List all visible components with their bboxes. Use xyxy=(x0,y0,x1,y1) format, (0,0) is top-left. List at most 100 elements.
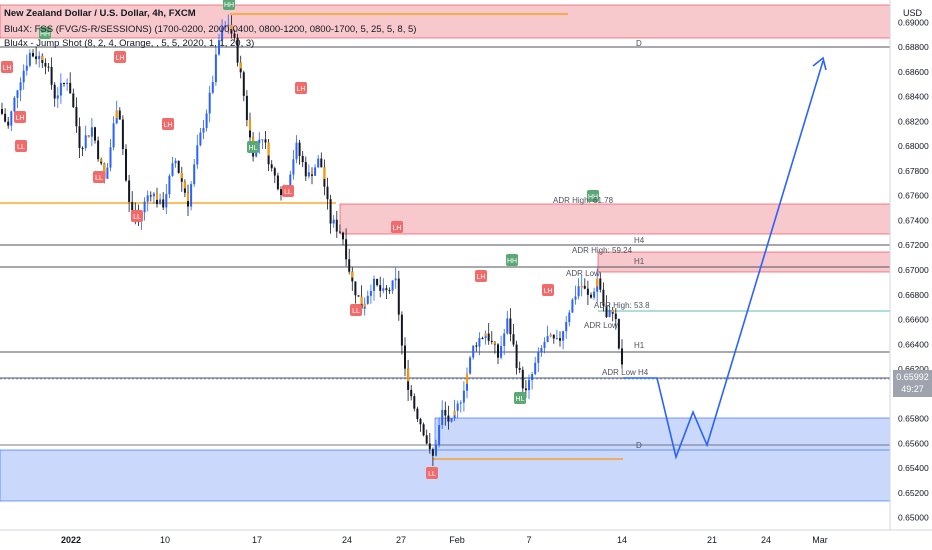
candle-body xyxy=(224,25,227,28)
candle-body xyxy=(4,113,7,122)
candle-accent xyxy=(100,159,103,162)
candle-accent xyxy=(115,110,118,119)
indicator-fss: Blu4X: FSS (FVG/S-R/SESSIONS) (1700-0200… xyxy=(4,24,417,35)
y-tick-label: 0.65200 xyxy=(898,488,929,498)
candle-body xyxy=(202,128,205,133)
candle-accent xyxy=(239,62,242,69)
candle-body xyxy=(559,338,561,341)
candle-body xyxy=(376,278,379,286)
y-tick-label: 0.66200 xyxy=(898,364,929,374)
swing-label-hh xyxy=(223,0,235,10)
candle-body xyxy=(369,290,372,296)
candle-body xyxy=(50,66,53,85)
currency-label: USD xyxy=(903,8,923,18)
candle-body xyxy=(335,219,338,232)
candle-body xyxy=(63,82,65,84)
candle-body xyxy=(348,259,351,272)
candle-body xyxy=(78,126,81,148)
candle-accent xyxy=(611,309,614,313)
swing-label-lh xyxy=(475,270,487,282)
candle-body xyxy=(586,288,589,295)
candle-accent xyxy=(180,173,183,179)
candle-body xyxy=(264,139,267,143)
candle-body xyxy=(211,82,214,93)
candle-body xyxy=(261,139,264,141)
swing-label-text: LH xyxy=(164,122,173,129)
x-tick-label: 10 xyxy=(160,535,170,545)
swing-label-text: LL xyxy=(133,214,141,221)
candle-accent xyxy=(453,410,456,416)
supply-zone-mid xyxy=(339,203,891,235)
candle-body xyxy=(478,338,481,347)
candle-body xyxy=(354,281,357,296)
y-tick-label: 0.67000 xyxy=(898,265,929,275)
candle-body xyxy=(515,344,518,368)
level-text: H4 xyxy=(634,236,645,245)
candle-body xyxy=(47,66,50,68)
candle-body xyxy=(419,418,422,425)
candle-accent xyxy=(323,167,326,179)
candle-body xyxy=(295,142,298,160)
candle-body xyxy=(69,82,72,94)
x-tick-label: 24 xyxy=(761,535,771,545)
candle-body xyxy=(342,232,344,240)
candle-accent xyxy=(407,368,410,382)
candle-body xyxy=(459,402,462,404)
candle-body xyxy=(602,289,605,306)
swing-labels: LH LL HH LH LL LH LL LH HH HL LH LL LH LL LH HH LH HL HH LL xyxy=(1,0,599,479)
candle-accent xyxy=(267,142,270,156)
swing-label-text: LH xyxy=(393,225,402,232)
x-tick-label: 21 xyxy=(707,535,717,545)
candle-body xyxy=(338,231,341,233)
candle-body xyxy=(22,70,25,83)
zones xyxy=(0,4,891,502)
candle-accent xyxy=(41,55,44,61)
candle-body xyxy=(614,313,617,320)
swing-label-ll xyxy=(131,210,143,222)
swing-label-text: HH xyxy=(507,258,517,265)
swing-label-ll xyxy=(426,467,438,479)
candle-body xyxy=(174,160,177,164)
level-text: H1 xyxy=(634,257,645,266)
y-tick-label: 0.66400 xyxy=(898,339,929,349)
swing-label-lh xyxy=(1,61,13,73)
candle-body xyxy=(431,449,434,456)
swing-label-hh xyxy=(39,27,51,39)
level-text: ADR Low H4 xyxy=(602,368,649,377)
swing-label-text: LH xyxy=(16,115,25,122)
swing-label-hl xyxy=(514,392,526,404)
candle-body xyxy=(10,111,13,126)
candle-body xyxy=(521,369,524,389)
candle-body xyxy=(317,158,320,168)
candle-body xyxy=(177,160,180,174)
level-texts: ADR High: 61.78 ADR High: 59.24 ADR High: … xyxy=(553,39,650,450)
candle-accent xyxy=(549,334,552,337)
candle-body xyxy=(617,319,620,349)
swing-label-hh xyxy=(506,254,518,266)
candle-body xyxy=(385,288,388,291)
candle-body xyxy=(320,158,323,168)
y-tick-label: 0.68200 xyxy=(898,116,929,126)
candle-body xyxy=(472,345,475,358)
swing-label-text: LL xyxy=(352,308,360,315)
level-text: H1 xyxy=(634,341,645,350)
candle-body xyxy=(143,201,146,213)
candle-body xyxy=(38,55,41,60)
candle-body xyxy=(289,174,292,188)
swing-label-ll xyxy=(15,140,27,152)
candle-body xyxy=(162,199,165,208)
candle-body xyxy=(599,278,602,290)
candle-body xyxy=(593,291,596,298)
swing-label-ll xyxy=(350,304,362,316)
candle-body xyxy=(146,195,149,202)
candle-body xyxy=(475,345,478,347)
candle-body xyxy=(292,159,295,175)
candle-body xyxy=(121,119,124,149)
demand-zone-lower xyxy=(0,449,891,502)
candle-body xyxy=(81,147,84,149)
candle-body xyxy=(518,367,521,370)
candle-body xyxy=(537,351,540,363)
candle-body xyxy=(72,93,75,108)
y-tick-label: 0.66800 xyxy=(898,290,929,300)
